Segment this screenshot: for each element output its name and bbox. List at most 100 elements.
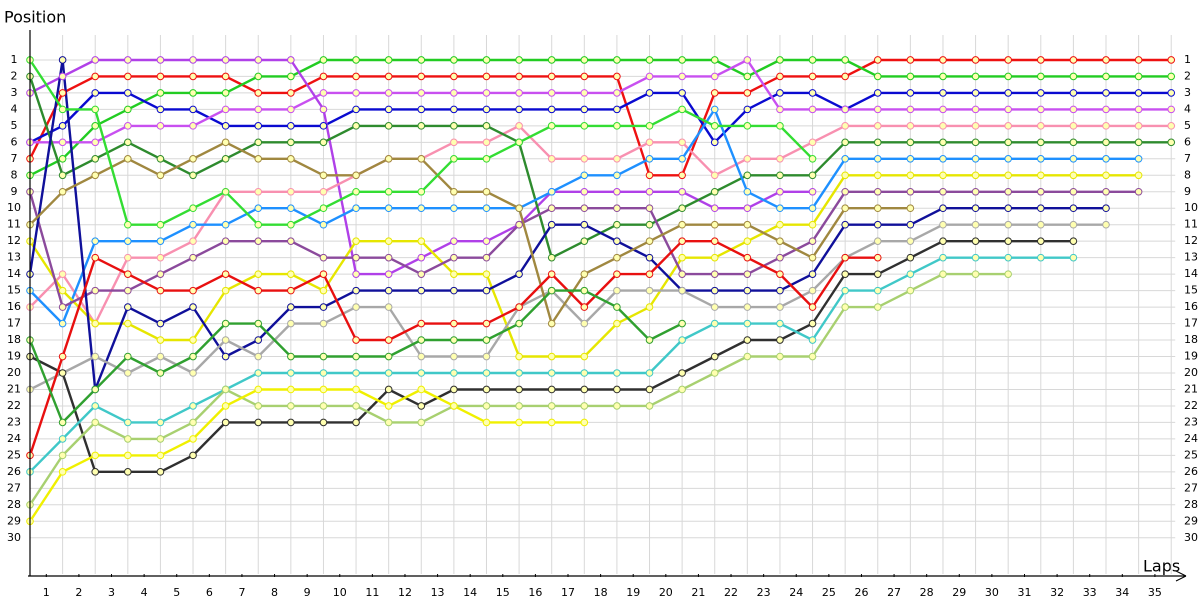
lap-point: [776, 72, 784, 81]
lap-point: [124, 253, 132, 262]
y-tick-label-right: 25: [1184, 448, 1198, 461]
lap-point: [613, 402, 621, 410]
lap-point: [189, 122, 197, 130]
lap-point: [352, 369, 360, 377]
y-tick-label-right: 18: [1184, 333, 1198, 346]
lap-point: [971, 105, 980, 114]
lap-point: [319, 270, 328, 278]
lap-point: [971, 171, 980, 180]
lap-point: [939, 122, 947, 130]
lap-point: [221, 220, 230, 229]
lap-point: [319, 402, 328, 410]
lap-point: [417, 286, 426, 295]
lap-point: [1036, 253, 1045, 262]
lap-point: [515, 402, 523, 410]
lap-point: [58, 89, 67, 97]
lap-point: [482, 418, 491, 427]
lap-point: [580, 187, 589, 196]
y-tick-label-right: 8: [1184, 168, 1191, 181]
lap-point: [91, 171, 100, 180]
y-tick-label-right: 27: [1184, 481, 1198, 494]
lap-point: [450, 319, 458, 328]
x-tick-label: 27: [887, 586, 901, 599]
lap-point: [808, 204, 817, 213]
x-tick-label: 35: [1148, 586, 1162, 599]
lap-point: [743, 89, 752, 97]
lap-point: [939, 171, 947, 180]
lap-point: [482, 336, 491, 344]
lines: [26, 56, 1176, 526]
lap-point: [547, 369, 556, 377]
lap-point: [1004, 270, 1012, 278]
lap-point: [1069, 187, 1078, 196]
lap-point: [613, 155, 621, 163]
lap-point: [1102, 56, 1110, 64]
lap-point: [124, 237, 132, 245]
lap-point: [482, 237, 491, 245]
lap-point: [417, 56, 426, 64]
x-tick-label: 34: [1115, 586, 1129, 599]
lap-point: [384, 286, 393, 295]
lap-point: [58, 418, 67, 427]
lap-point: [91, 72, 100, 81]
lap-point: [515, 303, 523, 311]
lap-point: [841, 204, 849, 213]
lap-point: [450, 204, 458, 213]
lap-point: [645, 220, 654, 229]
lap-point: [417, 105, 426, 114]
lap-point: [319, 286, 328, 295]
lap-point: [417, 237, 426, 245]
lap-point: [319, 352, 328, 361]
lap-point: [254, 385, 263, 394]
lap-point: [221, 402, 230, 410]
lap-point: [645, 237, 654, 245]
lap-point: [873, 138, 882, 147]
x-tick-label: 28: [920, 586, 934, 599]
lap-point: [743, 303, 752, 311]
lap-point: [645, 369, 654, 377]
x-tick-label: 21: [691, 586, 705, 599]
lap-point: [1036, 204, 1045, 213]
lap-point: [1036, 122, 1045, 130]
x-tick-label: 26: [854, 586, 868, 599]
lap-point: [91, 286, 100, 295]
lap-point: [743, 352, 752, 361]
lap-point: [547, 286, 556, 295]
lap-point: [743, 56, 752, 64]
lap-point: [776, 171, 784, 180]
lap-point: [678, 385, 686, 394]
y-tick-label: 28: [7, 498, 21, 511]
lap-point: [1134, 171, 1143, 180]
y-tick-label-right: 2: [1184, 69, 1191, 82]
lap-point: [678, 204, 686, 213]
lap-point: [254, 220, 263, 229]
y-tick-label: 16: [7, 300, 21, 313]
lap-point: [156, 72, 165, 81]
lap-point: [743, 319, 752, 328]
lap-point: [841, 72, 849, 81]
lap-point: [613, 122, 621, 130]
lap-point: [450, 187, 458, 196]
lap-point: [678, 270, 686, 278]
lap-point: [710, 122, 719, 130]
lap-point: [808, 319, 817, 328]
lap-point: [91, 122, 100, 130]
x-tick-label: 2: [75, 586, 82, 599]
lap-point: [450, 385, 458, 394]
lap-point: [417, 418, 426, 427]
lap-point: [482, 253, 491, 262]
lap-point: [189, 303, 197, 311]
lap-point: [841, 220, 849, 229]
lap-point: [287, 89, 295, 97]
lap-point: [645, 171, 654, 180]
lap-point: [1102, 220, 1110, 229]
lap-point: [352, 385, 360, 394]
lap-point: [645, 303, 654, 311]
y-tick-label-right: 30: [1184, 531, 1198, 544]
x-tick-label: 4: [141, 586, 148, 599]
lap-point: [971, 122, 980, 130]
lap-point: [1004, 171, 1012, 180]
lap-point: [417, 253, 426, 262]
lap-point: [808, 253, 817, 262]
lap-point: [221, 352, 230, 361]
